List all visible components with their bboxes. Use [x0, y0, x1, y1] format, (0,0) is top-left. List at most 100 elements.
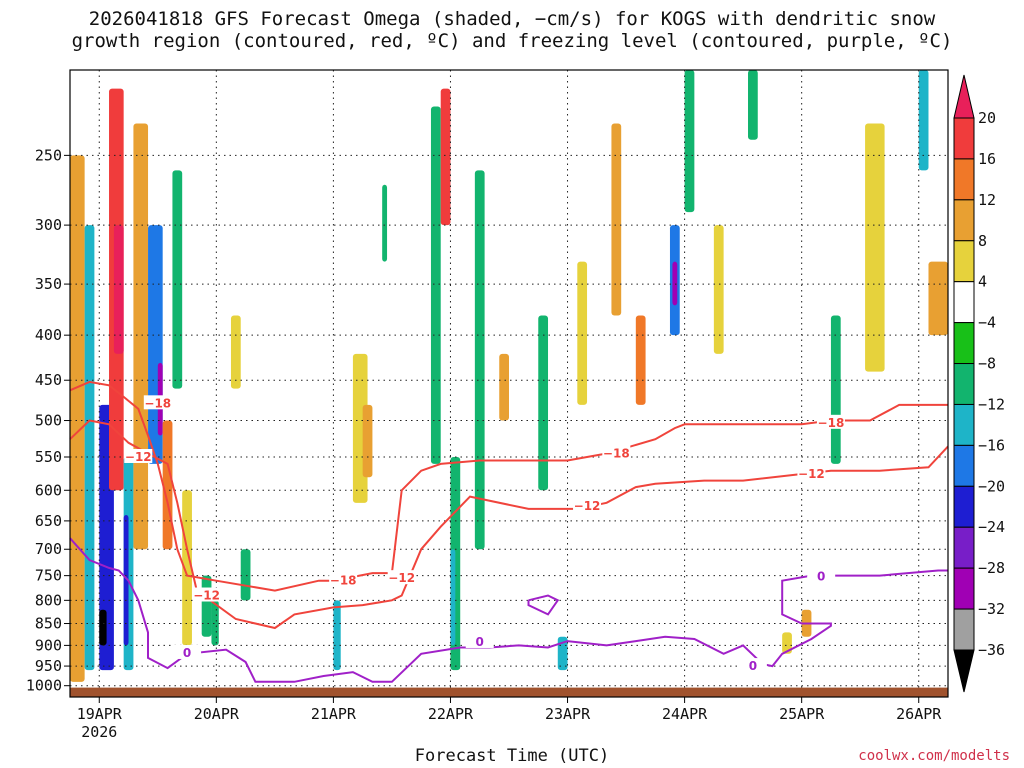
colorbar-label-9: −20 — [978, 477, 1005, 495]
colorbar-label-4: 4 — [978, 273, 987, 291]
y-tick-label-550: 550 — [35, 448, 62, 466]
y-tick-label-950: 950 — [35, 657, 62, 675]
omega-cell-11 — [162, 420, 173, 550]
y-tick-label-850: 850 — [35, 615, 62, 633]
y-tick-label-900: 900 — [35, 636, 62, 654]
colorbar-box-11 — [953, 567, 975, 610]
omega-cell-22 — [430, 106, 441, 464]
colorbar-label-8: −16 — [978, 436, 1005, 454]
colorbar-box-12 — [953, 608, 975, 651]
colorbar-label-2: 12 — [978, 191, 996, 209]
omega-shading-layer — [70, 70, 948, 682]
omega-cell-1 — [84, 225, 95, 671]
contour-label-bg-1-0 — [124, 448, 153, 463]
omega-cell-18 — [333, 600, 341, 671]
x-tick-label-7: 26APR — [896, 705, 942, 723]
contour-label-2-1: 0 — [476, 635, 484, 649]
omega-cell-43 — [928, 261, 948, 336]
contour-label-0-3: −18 — [603, 446, 630, 460]
colorbar-box-0 — [953, 117, 975, 160]
y-tick-label-400: 400 — [35, 326, 62, 344]
colorbar-top-arrow — [953, 74, 975, 119]
omega-cell-28 — [538, 315, 549, 491]
contour-label-1-3: −12 — [798, 467, 825, 481]
omega-cell-5 — [113, 225, 124, 354]
y-tick-label-800: 800 — [35, 591, 62, 609]
contour-label-1-0: −12 — [125, 450, 152, 464]
contour-line-2 — [69, 537, 948, 683]
omega-cell-34 — [672, 261, 678, 306]
y-tick-label-1000: 1000 — [26, 677, 62, 695]
contour-label-2-2: 0 — [749, 659, 757, 673]
contour-label-bg-1-2 — [573, 497, 602, 512]
contour-label-bg-0-0 — [143, 395, 172, 410]
contour-label-bg-2-1 — [465, 633, 494, 648]
x-tick-label-4: 23APR — [545, 705, 591, 723]
y-tick-label-250: 250 — [35, 146, 62, 164]
colorbar-label-13: −36 — [978, 641, 1005, 659]
colorbar: 20 16 12 8 4 −4 −8 −12 −16 −20 −24 −28 −32 −36 — [953, 74, 1005, 693]
contour-line-3 — [527, 594, 560, 616]
omega-cell-41 — [865, 123, 885, 372]
omega-cell-16 — [230, 315, 241, 389]
omega-cell-15 — [211, 600, 219, 646]
contour-label-1-2: −12 — [574, 499, 601, 513]
x-tick-label-6: 25APR — [779, 705, 825, 723]
ground-surface — [70, 687, 948, 697]
y-tick-label-300: 300 — [35, 216, 62, 234]
credit-text: coolwx.com/modelts — [858, 748, 1010, 764]
omega-cell-42 — [918, 70, 929, 171]
omega-cell-23 — [440, 88, 451, 226]
omega-cell-40 — [830, 315, 841, 464]
omega-cell-21 — [382, 184, 388, 262]
x-tick-label-5: 24APR — [662, 705, 708, 723]
colorbar-box-1 — [953, 158, 975, 201]
y-tick-label-500: 500 — [35, 412, 62, 430]
contour-label-0-2: −18 — [330, 574, 357, 588]
omega-cell-7 — [123, 514, 129, 646]
x-tick-sublabel-0: 2026 — [81, 723, 117, 741]
contour-label-bg-2-0 — [173, 644, 202, 659]
x-tick-label-2: 21APR — [311, 705, 357, 723]
x-tick-label-3: 22APR — [428, 705, 474, 723]
contour-label-bg-1-1 — [192, 587, 221, 602]
x-tick-label-1: 20APR — [194, 705, 240, 723]
colorbar-label-1: 16 — [978, 150, 996, 168]
y-tick-label-650: 650 — [35, 512, 62, 530]
colorbar-box-6 — [953, 363, 975, 405]
colorbar-box-10 — [953, 526, 975, 569]
colorbar-box-7 — [953, 403, 975, 446]
omega-cell-31 — [611, 123, 622, 316]
contour-label-bg-2-3 — [807, 568, 836, 583]
contour-label-0-1: −18 — [818, 416, 845, 430]
contour-label-2-3: 0 — [817, 570, 825, 584]
colorbar-box-2 — [953, 199, 975, 242]
contour-label-bg-0-3 — [602, 445, 631, 460]
contour-label-1-1: −12 — [193, 589, 220, 603]
y-tick-label-350: 350 — [35, 275, 62, 293]
colorbar-label-11: −28 — [978, 559, 1005, 577]
colorbar-box-8 — [953, 444, 975, 487]
contour-label-bg-0-2 — [329, 572, 358, 587]
y-axis-ticks: 250 300 350 400 450 500 550 600 650 700 750 800 850 9… — [26, 146, 70, 695]
omega-cell-0 — [70, 155, 85, 682]
colorbar-label-7: −12 — [978, 395, 1005, 413]
omega-cell-35 — [684, 70, 695, 213]
omega-cell-30 — [577, 261, 588, 405]
colorbar-label-5: −4 — [978, 314, 996, 332]
omega-cell-17 — [240, 549, 251, 601]
omega-cell-27 — [499, 353, 509, 421]
contour-line-1 — [69, 419, 949, 630]
colorbar-label-3: 8 — [978, 232, 987, 250]
y-tick-label-600: 600 — [35, 481, 62, 499]
omega-cell-20 — [362, 404, 373, 478]
plot-frame — [69, 69, 949, 698]
contour-layer: −18 −18 −18 −18 −12 −12 −12 −12 −12 0 0 0 0 — [69, 380, 949, 683]
omega-cell-38 — [782, 632, 792, 654]
omega-cell-14 — [201, 575, 212, 637]
chart-title: 2026041818 GFS Forecast Omega (shaded, −… — [71, 8, 953, 52]
omega-cell-32 — [635, 315, 646, 405]
colorbar-label-12: −32 — [978, 600, 1005, 618]
